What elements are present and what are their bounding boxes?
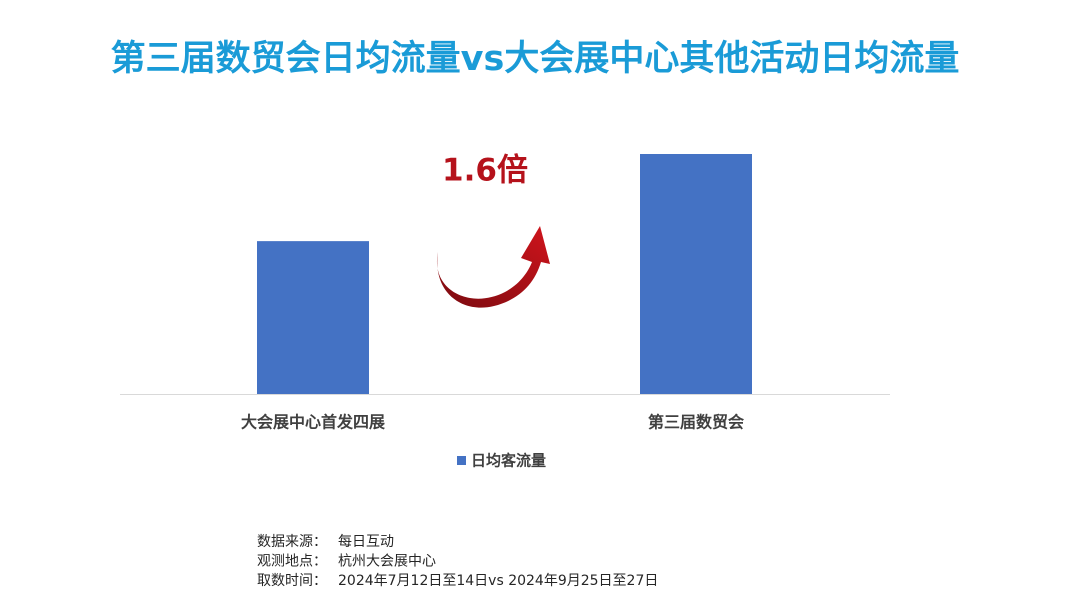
- legend-swatch: [457, 456, 466, 465]
- annotation: 1.6倍: [442, 153, 528, 189]
- bar: [257, 241, 369, 394]
- footer-value: 杭州大会展中心: [338, 554, 436, 570]
- x-tick-label: 第三届数贸会: [648, 413, 744, 432]
- bar: [640, 154, 752, 394]
- legend-label: 日均客流量: [471, 452, 546, 470]
- growth-arrow: [436, 226, 550, 308]
- chart-title: 第三届数贸会日均流量vs大会展中心其他活动日均流量: [111, 39, 960, 79]
- footer-value: 每日互动: [338, 534, 394, 550]
- footer-label: 观测地点：: [257, 554, 327, 570]
- x-tick-label: 大会展中心首发四展: [241, 413, 386, 432]
- footer-value: 2024年7月12日至14日vs 2024年9月25日至27日: [338, 573, 658, 589]
- footer-label: 取数时间：: [257, 573, 327, 589]
- footer-label: 数据来源：: [257, 534, 327, 550]
